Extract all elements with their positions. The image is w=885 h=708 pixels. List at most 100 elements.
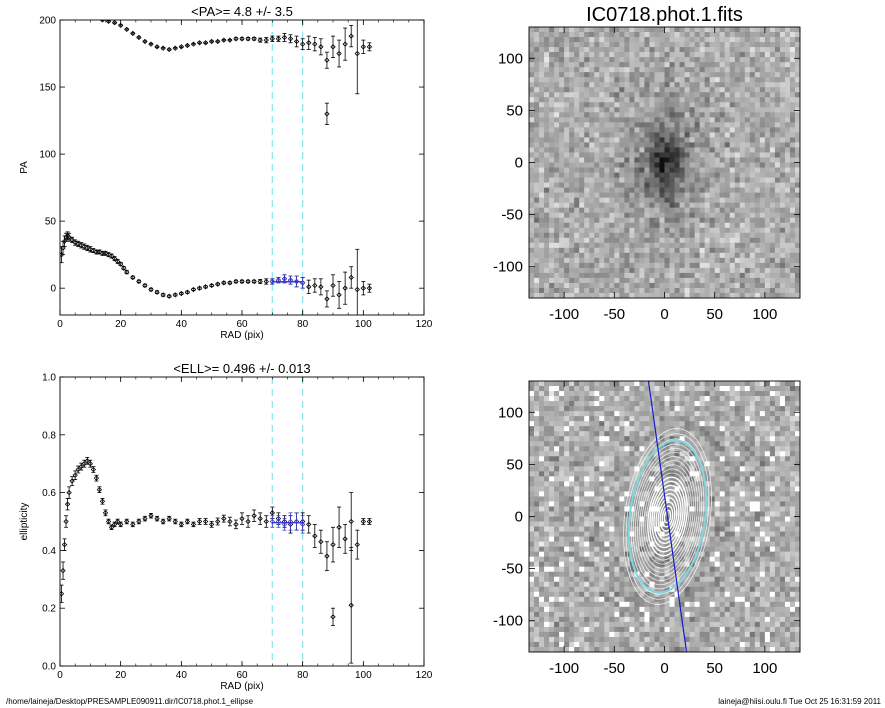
image-pixel (659, 147, 665, 153)
image-pixel (734, 102, 741, 108)
image-pixel (709, 202, 716, 209)
image-pixel (634, 272, 640, 279)
image-pixel (564, 386, 570, 392)
image-pixel (669, 82, 675, 88)
image-pixel (734, 27, 741, 33)
image-pixel (644, 287, 650, 294)
image-pixel (624, 77, 630, 83)
image-pixel (649, 182, 655, 188)
image-pixel (784, 172, 791, 178)
image-pixel (749, 47, 756, 53)
image-pixel (769, 62, 776, 68)
image-pixel (699, 421, 706, 427)
image-pixel (694, 177, 701, 183)
image-pixel (769, 87, 776, 93)
image-pixel (704, 416, 711, 422)
image-pixel (554, 142, 560, 148)
image-pixel (629, 436, 635, 442)
image-pixel (639, 87, 645, 93)
image-pixel (659, 132, 665, 138)
image-pixel (714, 227, 721, 234)
image-pixel (709, 441, 716, 447)
image-pixel (689, 37, 696, 43)
image-pixel (704, 62, 711, 68)
image-pixel (699, 122, 706, 128)
image-pixel (624, 411, 630, 417)
image-pixel (624, 97, 630, 103)
image-pixel (569, 97, 575, 103)
image-pixel (744, 466, 751, 472)
image-pixel (534, 32, 540, 38)
image-pixel (649, 421, 655, 427)
image-pixel (714, 247, 721, 254)
image-pixel (779, 172, 786, 178)
image-pixel (739, 152, 746, 158)
image-pixel (594, 32, 600, 38)
image-pixel (739, 62, 746, 68)
image-pixel (789, 187, 796, 194)
image-pixel (689, 426, 696, 432)
image-pixel (554, 282, 560, 289)
image-pixel (674, 242, 680, 249)
image-pixel (794, 167, 800, 173)
image-pixel (564, 257, 570, 264)
image-pixel (674, 456, 680, 462)
image-pixel (719, 37, 726, 43)
image-pixel (764, 167, 771, 173)
image-pixel (719, 277, 726, 284)
image-pixel (569, 257, 575, 264)
image-pixel (784, 232, 791, 239)
image-pixel (779, 132, 786, 138)
image-pixel (574, 451, 580, 457)
image-pixel (624, 67, 630, 73)
image-pixel (709, 112, 716, 118)
image-pixel (709, 87, 716, 93)
image-pixel (739, 471, 746, 477)
data-point (190, 286, 197, 293)
image-pixel (634, 242, 640, 249)
image-pixel (589, 112, 595, 118)
image-pixel (794, 152, 800, 158)
image-pixel (649, 391, 655, 397)
image-pixel (769, 102, 776, 108)
image-pixel (774, 197, 781, 204)
image-pixel (639, 232, 645, 239)
image-pixel (769, 401, 776, 407)
image-pixel (624, 431, 630, 437)
image-pixel (539, 466, 545, 472)
image-pixel (664, 147, 670, 153)
image-pixel (719, 287, 726, 294)
image-pixel (714, 292, 721, 298)
image-pixel (639, 182, 645, 188)
image-pixel (779, 431, 786, 437)
image-pixel (534, 396, 540, 402)
image-pixel (579, 112, 585, 118)
image-pixel (559, 72, 565, 78)
image-pixel (619, 436, 625, 442)
image-pixel (544, 262, 550, 269)
image-pixel (639, 192, 645, 199)
image-pixel (549, 282, 555, 289)
image-pixel (584, 212, 590, 219)
image-pixel (779, 396, 786, 402)
image-pixel (714, 142, 721, 148)
image-pixel (679, 172, 685, 178)
image-pixel (549, 197, 555, 204)
image-pixel (669, 147, 675, 153)
image-pixel (789, 287, 796, 294)
image-pixel (779, 416, 786, 422)
image-pixel (774, 396, 781, 402)
image-pixel (539, 222, 545, 229)
image-pixel (604, 406, 610, 412)
image-pixel (569, 232, 575, 239)
image-pixel (584, 122, 590, 128)
image-pixel (539, 277, 545, 284)
image-pixel (779, 42, 786, 48)
image-pixel (729, 132, 736, 138)
image-pixel (529, 257, 535, 264)
image-pixel (639, 381, 645, 387)
image-pixel (719, 267, 726, 274)
image-pixel (569, 207, 575, 214)
image-pixel (734, 461, 741, 467)
image-pixel (709, 77, 716, 83)
